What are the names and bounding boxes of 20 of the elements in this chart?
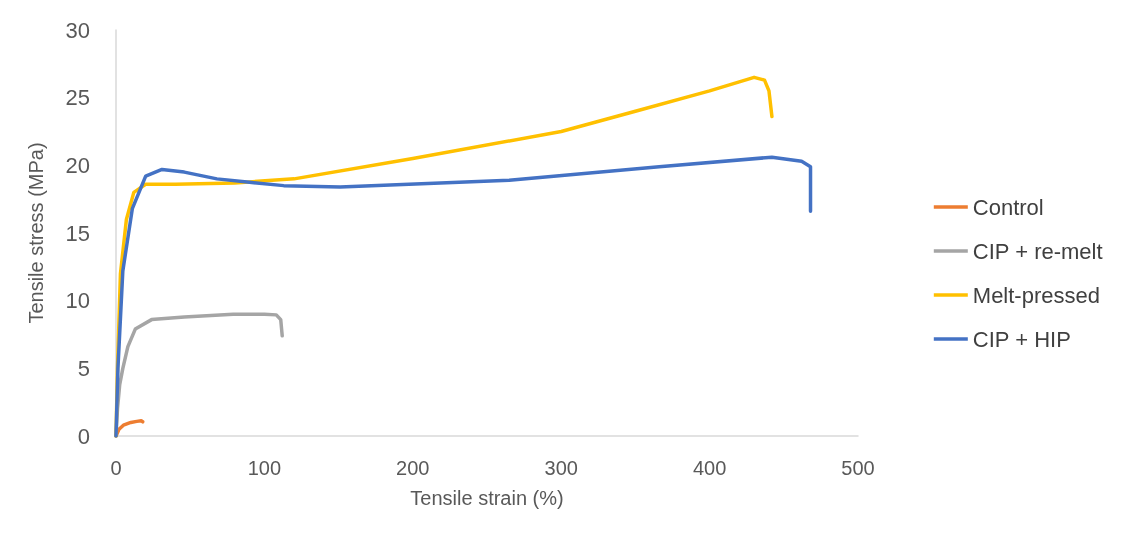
legend-label: CIP + HIP [972,326,1071,352]
legend-label: CIP + re-melt [972,238,1103,264]
y-tick-label: 15 [65,220,90,246]
x-tick-label: 400 [692,457,727,479]
y-tick-label: 10 [65,288,90,314]
legend-label: Control [972,194,1044,220]
x-axis-title: Tensile strain (%) [410,487,564,509]
y-tick-label: 0 [77,423,90,449]
line-series [114,155,813,438]
y-tick-label: 25 [65,85,90,111]
y-tick-label: 30 [65,17,90,43]
x-tick-label: 0 [110,457,122,479]
x-tick-label: 300 [544,457,578,479]
x-tick-label: 500 [841,457,875,479]
y-tick-label: 5 [77,355,90,381]
x-tick-label: 100 [247,457,282,479]
legend-label: Melt-pressed [972,282,1100,308]
y-tick-label: 20 [65,152,90,178]
y-axis-title: Tensile stress (MPa) [25,142,47,324]
x-tick-label: 200 [396,457,430,479]
